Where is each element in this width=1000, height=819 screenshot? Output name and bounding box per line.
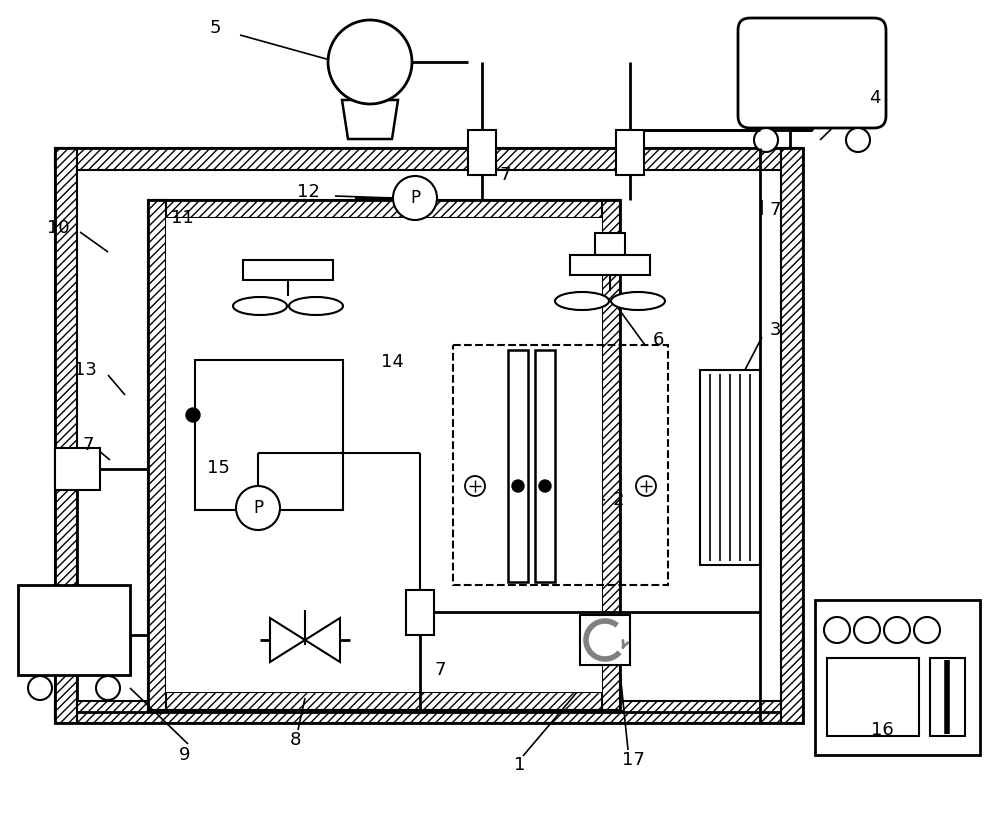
Circle shape [96, 676, 120, 700]
Text: 10: 10 [47, 219, 69, 237]
Bar [406, 590, 434, 635]
Polygon shape [305, 618, 340, 662]
Text: 12: 12 [297, 183, 319, 201]
Text: 7: 7 [434, 661, 446, 679]
Text: 5: 5 [209, 19, 221, 37]
Bar [580, 615, 630, 665]
Text: 14: 14 [381, 353, 403, 371]
Circle shape [914, 617, 940, 643]
Text: 6: 6 [652, 331, 664, 349]
Circle shape [539, 480, 551, 492]
Polygon shape [342, 100, 398, 139]
Text: 13: 13 [74, 361, 96, 379]
Bar [55, 448, 100, 490]
Bar [602, 200, 620, 710]
Circle shape [328, 20, 412, 104]
Circle shape [846, 128, 870, 152]
Bar [468, 130, 496, 175]
Text: 8: 8 [289, 731, 301, 749]
Text: 16: 16 [871, 721, 893, 739]
FancyBboxPatch shape [738, 18, 886, 128]
Text: 2: 2 [612, 491, 624, 509]
Text: 7: 7 [769, 201, 781, 219]
Text: 3: 3 [769, 321, 781, 339]
Bar [195, 360, 343, 510]
Circle shape [754, 128, 778, 152]
Ellipse shape [233, 297, 287, 315]
Bar [595, 233, 625, 255]
Bar [930, 658, 965, 736]
Bar [815, 600, 980, 755]
Text: 7: 7 [499, 166, 511, 184]
Circle shape [236, 486, 280, 530]
Circle shape [28, 676, 52, 700]
Circle shape [393, 176, 437, 220]
Bar [55, 148, 803, 723]
Circle shape [884, 617, 910, 643]
Bar [148, 200, 620, 710]
Bar [535, 350, 555, 582]
Text: P: P [410, 189, 420, 207]
Bar [195, 360, 343, 510]
Bar [453, 345, 668, 585]
Bar [166, 218, 602, 692]
Circle shape [512, 480, 524, 492]
Bar [55, 148, 77, 723]
Bar [616, 130, 644, 175]
Bar [570, 255, 650, 275]
Bar [55, 148, 803, 170]
Text: 4: 4 [869, 89, 881, 107]
Circle shape [465, 476, 485, 496]
Circle shape [824, 617, 850, 643]
Bar [55, 701, 803, 723]
Text: P: P [253, 499, 263, 517]
Text: 9: 9 [179, 746, 191, 764]
Text: 15: 15 [207, 459, 229, 477]
Bar [148, 692, 620, 710]
Bar [243, 260, 333, 280]
Circle shape [636, 476, 656, 496]
Circle shape [854, 617, 880, 643]
Text: 11: 11 [171, 209, 193, 227]
Polygon shape [270, 618, 305, 662]
Text: 17: 17 [622, 751, 644, 769]
Bar [508, 350, 528, 582]
Bar [18, 585, 130, 675]
Ellipse shape [611, 292, 665, 310]
Bar [148, 200, 166, 710]
Bar [55, 148, 803, 723]
Bar [781, 148, 803, 723]
Bar [700, 370, 760, 565]
Text: 1: 1 [514, 756, 526, 774]
Ellipse shape [555, 292, 609, 310]
Bar [148, 200, 620, 218]
Circle shape [186, 408, 200, 422]
Bar [148, 200, 620, 710]
Text: 7: 7 [82, 436, 94, 454]
Bar [827, 658, 919, 736]
Ellipse shape [289, 297, 343, 315]
